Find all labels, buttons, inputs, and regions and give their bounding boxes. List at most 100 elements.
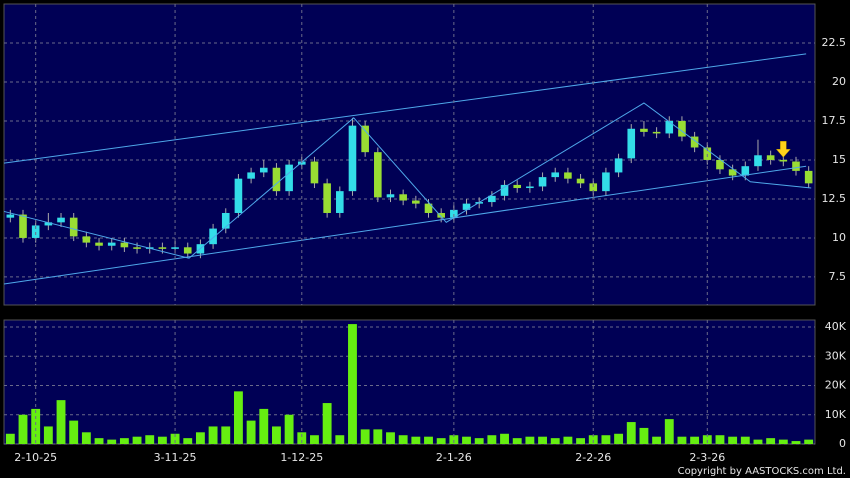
y-tick-label: 22.5 <box>822 36 847 49</box>
volume-bar <box>107 439 117 444</box>
volume-bar <box>677 436 687 444</box>
candle-body <box>209 228 217 245</box>
candle-body <box>450 209 458 218</box>
candle-body <box>82 236 91 243</box>
volume-bar <box>272 426 281 444</box>
candle-body <box>310 161 319 184</box>
volume-bar <box>94 438 104 444</box>
volume-bar <box>804 439 814 444</box>
candle-body <box>728 169 737 176</box>
volume-bar <box>119 438 129 444</box>
volume-bar <box>43 426 53 444</box>
y-tick-label: 7.5 <box>829 270 847 283</box>
volume-bar <box>5 433 15 444</box>
candle-body <box>766 155 775 160</box>
candle-body <box>348 125 357 192</box>
candle-body <box>690 136 699 148</box>
candle-body <box>741 166 750 176</box>
candle-body <box>437 212 445 218</box>
volume-bar <box>791 441 801 444</box>
volume-bar <box>550 438 560 444</box>
candle-body <box>133 247 141 249</box>
copyright: Copyright by AASTOCKS.com Ltd. <box>678 466 846 477</box>
volume-bar <box>132 436 142 444</box>
candle-body <box>551 172 560 178</box>
candle-body <box>754 155 762 167</box>
volume-bar <box>233 391 243 444</box>
x-tick-label: 2-2-26 <box>575 451 611 464</box>
candle-body <box>652 131 661 134</box>
candle-body <box>107 242 116 246</box>
volume-bar <box>246 420 256 444</box>
x-tick-label: 2-3-26 <box>689 451 725 464</box>
price-panel <box>3 3 816 306</box>
volume-bar <box>728 436 738 444</box>
volume-bar <box>322 403 332 444</box>
y-tick-label: 15 <box>832 153 846 166</box>
candle-body <box>336 191 344 213</box>
volume-bar <box>259 408 269 444</box>
candle-body <box>627 128 636 159</box>
candle-body <box>462 203 471 210</box>
y-tick-label: 17.5 <box>822 114 847 127</box>
volume-bar <box>664 419 674 444</box>
volume-bar <box>56 400 66 444</box>
volume-bar <box>284 414 294 444</box>
volume-bar <box>576 438 586 444</box>
candle-body <box>183 247 192 254</box>
candle-body <box>576 178 585 184</box>
candle-body <box>386 194 395 198</box>
y-tick-label: 40K <box>825 320 847 333</box>
volume-bar <box>208 426 218 444</box>
volume-bar <box>310 435 319 444</box>
volume-bar <box>715 435 725 444</box>
y-tick-label: 30K <box>825 349 847 362</box>
x-tick-label: 1-12-25 <box>280 451 323 464</box>
y-tick-label: 10K <box>825 408 847 421</box>
volume-bar <box>436 438 446 444</box>
candle-body <box>6 214 15 218</box>
candle-body <box>804 170 813 184</box>
candle-body <box>716 159 724 170</box>
volume-bar <box>157 436 167 444</box>
candle-body <box>69 217 78 237</box>
trend-line <box>3 102 812 259</box>
volume-bar <box>614 433 624 444</box>
volume-bar <box>373 429 383 444</box>
candle-body <box>564 172 572 179</box>
candle-body <box>44 222 53 226</box>
volume-bar <box>702 435 712 444</box>
volume-bar <box>398 435 408 444</box>
candle-body <box>57 217 65 223</box>
candle-body <box>323 183 331 213</box>
volume-bar <box>652 436 662 444</box>
candle-body <box>488 195 496 203</box>
volume-bar <box>386 432 395 444</box>
volume-bar <box>411 436 421 444</box>
candle-body <box>526 186 534 189</box>
candle-body <box>374 152 382 198</box>
volume-bar <box>69 420 79 444</box>
y-tick-label: 10 <box>832 231 846 244</box>
volume-bar <box>145 435 155 444</box>
candle-body <box>171 247 179 249</box>
volume-bar <box>170 433 180 444</box>
x-tick-label: 3-11-25 <box>154 451 197 464</box>
candle-body <box>424 203 433 213</box>
candle-body <box>538 177 547 187</box>
volume-bar <box>195 432 205 444</box>
volume-bar <box>31 408 41 444</box>
volume-bar <box>525 436 535 444</box>
volume-bar <box>538 436 547 444</box>
candle-body <box>95 242 103 246</box>
trend-line <box>3 53 807 164</box>
candle-body <box>602 172 610 192</box>
volume-bar <box>753 439 763 444</box>
candle-body <box>272 167 281 192</box>
y-tick-label: 20K <box>825 379 847 392</box>
candle-body <box>297 161 306 165</box>
candle-body <box>665 120 674 134</box>
candle-body <box>589 183 598 192</box>
y-tick-label: 12.5 <box>822 192 847 205</box>
